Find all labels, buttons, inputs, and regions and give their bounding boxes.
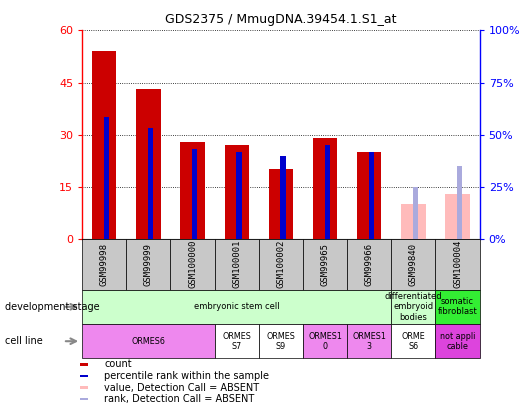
- Bar: [225, 145, 249, 239]
- Text: GSM100002: GSM100002: [277, 240, 285, 288]
- Bar: [413, 187, 418, 239]
- Bar: [445, 194, 470, 239]
- Bar: [313, 138, 337, 239]
- Bar: [347, 239, 391, 290]
- Bar: [148, 128, 153, 239]
- Text: ORME
S6: ORME S6: [402, 332, 425, 351]
- Bar: [82, 324, 215, 358]
- Bar: [303, 239, 347, 290]
- Text: GSM99999: GSM99999: [144, 243, 153, 286]
- Text: ORMES6: ORMES6: [131, 337, 165, 346]
- Bar: [369, 152, 374, 239]
- Bar: [80, 375, 89, 377]
- Text: differentiated
embryoid
bodies: differentiated embryoid bodies: [385, 292, 442, 322]
- Bar: [259, 324, 303, 358]
- Bar: [80, 363, 89, 365]
- Text: count: count: [104, 359, 132, 369]
- Text: embryonic stem cell: embryonic stem cell: [194, 302, 279, 311]
- Text: value, Detection Call = ABSENT: value, Detection Call = ABSENT: [104, 383, 259, 392]
- Text: GSM99840: GSM99840: [409, 243, 418, 286]
- Bar: [215, 324, 259, 358]
- Bar: [457, 166, 462, 239]
- Bar: [180, 142, 205, 239]
- Text: rank, Detection Call = ABSENT: rank, Detection Call = ABSENT: [104, 394, 254, 404]
- Text: GSM100004: GSM100004: [453, 240, 462, 288]
- Bar: [192, 149, 197, 239]
- Bar: [391, 290, 436, 324]
- Bar: [280, 156, 286, 239]
- Text: GSM100000: GSM100000: [188, 240, 197, 288]
- Title: GDS2375 / MmugDNA.39454.1.S1_at: GDS2375 / MmugDNA.39454.1.S1_at: [165, 13, 396, 26]
- Bar: [324, 145, 330, 239]
- Bar: [80, 386, 89, 389]
- Bar: [391, 324, 436, 358]
- Text: percentile rank within the sample: percentile rank within the sample: [104, 371, 269, 381]
- Bar: [171, 239, 215, 290]
- Bar: [215, 239, 259, 290]
- Text: ORMES1
3: ORMES1 3: [352, 332, 386, 351]
- Text: ORMES
S7: ORMES S7: [222, 332, 251, 351]
- Bar: [436, 290, 480, 324]
- Bar: [303, 324, 347, 358]
- Text: GSM99966: GSM99966: [365, 243, 374, 286]
- Text: development stage: development stage: [5, 302, 100, 312]
- Bar: [436, 239, 480, 290]
- Bar: [80, 398, 89, 401]
- Bar: [259, 239, 303, 290]
- Text: ORMES1
0: ORMES1 0: [308, 332, 342, 351]
- Text: GSM100001: GSM100001: [232, 240, 241, 288]
- Text: GSM99965: GSM99965: [321, 243, 330, 286]
- Text: not appli
cable: not appli cable: [440, 332, 475, 351]
- Bar: [104, 117, 109, 239]
- Bar: [436, 324, 480, 358]
- Text: GSM99998: GSM99998: [100, 243, 109, 286]
- Bar: [269, 169, 293, 239]
- Bar: [401, 204, 426, 239]
- Bar: [136, 90, 161, 239]
- Text: cell line: cell line: [5, 336, 43, 346]
- Bar: [357, 152, 382, 239]
- Bar: [126, 239, 171, 290]
- Text: ORMES
S9: ORMES S9: [267, 332, 295, 351]
- Bar: [236, 152, 242, 239]
- Text: somatic
fibroblast: somatic fibroblast: [438, 297, 478, 316]
- Bar: [391, 239, 436, 290]
- Bar: [92, 51, 117, 239]
- Bar: [82, 290, 391, 324]
- Bar: [82, 239, 126, 290]
- Bar: [347, 324, 391, 358]
